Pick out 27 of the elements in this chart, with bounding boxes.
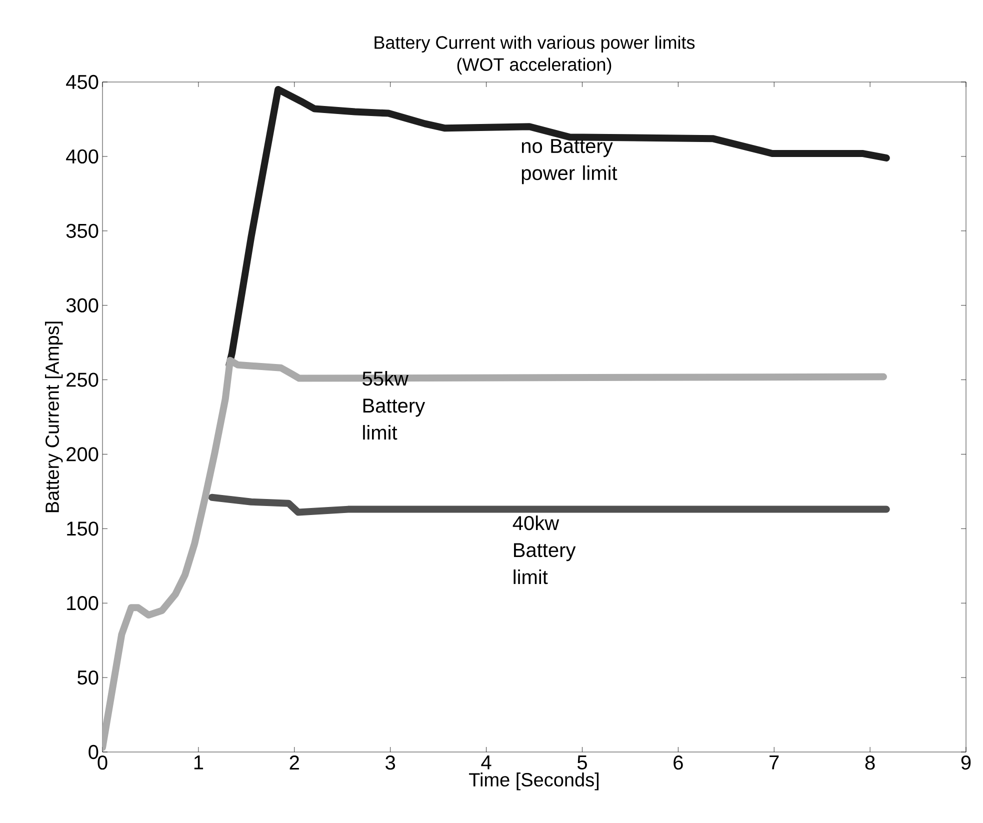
y-tick-label: 0 (88, 744, 98, 760)
x-tick-label: 3 (386, 756, 396, 770)
y-tick-label: 50 (78, 670, 98, 685)
y-axis-title: Battery Current [Amps] (45, 322, 63, 512)
y-tick-label: 450 (66, 74, 98, 90)
y-tick-label: 250 (66, 372, 98, 387)
x-tick-label: 0 (98, 756, 108, 770)
x-tick-label: 6 (674, 756, 683, 770)
annotation: no Battery power limit (522, 139, 618, 184)
x-tick-label: 5 (577, 756, 587, 770)
x-tick-label: 9 (961, 756, 971, 770)
y-tick-label: 200 (66, 447, 98, 462)
x-tick-label: 2 (290, 756, 299, 770)
x-tick-label: 1 (194, 756, 204, 770)
annotation: 40kw Battery limit (512, 515, 576, 584)
chart-title: Battery Current with various power limits (374, 36, 695, 52)
x-tick-label: 8 (865, 756, 875, 770)
y-tick-label: 400 (66, 149, 98, 164)
y-tick-label: 150 (67, 522, 98, 536)
chart-subtitle: (WOT acceleration) (457, 58, 612, 74)
annotation: 55kw Battery limit (362, 371, 426, 440)
x-tick-label: 7 (770, 756, 779, 770)
y-tick-label: 300 (66, 298, 98, 312)
y-tick-label: 350 (66, 224, 98, 238)
x-tick-label: 4 (481, 756, 492, 770)
y-tick-label: 100 (67, 596, 98, 610)
x-axis-title: Time [Seconds] (469, 772, 599, 790)
